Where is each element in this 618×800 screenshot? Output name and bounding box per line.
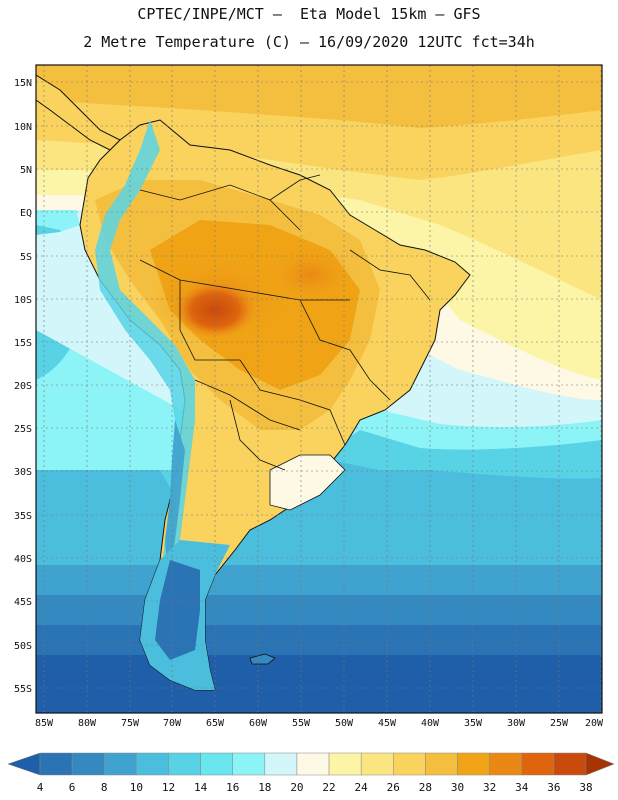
patagonia-cold-zone [155, 560, 200, 660]
colorbar-label: 26 [387, 781, 400, 794]
colorbar-swatch [521, 752, 555, 776]
lat-label: 5N [20, 165, 32, 176]
colorbar-swatch [553, 752, 587, 776]
lat-label: 25S [14, 424, 32, 435]
border-line [139, 184, 301, 231]
colorbar-label: 8 [101, 781, 108, 794]
lat-label: 35S [14, 511, 32, 522]
falkland-islands [249, 653, 276, 665]
lon-label: 50W [335, 718, 354, 729]
map-field [36, 65, 602, 713]
colorbar-labels: 4 6 8 10 12 14 16 18 20 22 24 26 28 30 32 34 36 38 [37, 781, 593, 794]
colorbar-swatch [136, 752, 169, 776]
lat-label: 45S [14, 597, 32, 608]
colorbar-swatch [296, 752, 330, 776]
colorbar-label: 38 [579, 781, 592, 794]
colorbar-swatch [425, 752, 458, 776]
colorbar-arrow-low [7, 752, 41, 776]
colorbar: 4 6 8 10 12 14 16 18 20 22 24 26 28 30 32 34 36 38 [7, 752, 615, 794]
colorbar-label: 34 [515, 781, 529, 794]
map-frame [35, 64, 603, 714]
longitude-labels: 85W 80W 75W 70W 65W 60W 55W 50W 45W 40W … [35, 718, 604, 729]
colorbar-label: 6 [69, 781, 76, 794]
colorbar-swatch [39, 752, 73, 776]
colorbar-swatch [328, 752, 362, 776]
central-america-landmass [36, 74, 121, 151]
lat-label: 15N [14, 78, 32, 89]
colorbar-label: 12 [162, 781, 175, 794]
colorbar-label: 22 [322, 781, 335, 794]
colorbar-label: 10 [130, 781, 143, 794]
colorbar-swatch [360, 752, 394, 776]
hot-zone [265, 245, 355, 305]
colorbar-label: 4 [37, 781, 44, 794]
border-line [179, 280, 240, 361]
lon-label: 80W [78, 718, 97, 729]
map-title: CPTEC/INPE/MCT – Eta Model 15km – GFS [137, 5, 481, 23]
lat-label: 10S [14, 295, 32, 306]
lon-label: 65W [206, 718, 225, 729]
colorbar-label: 20 [290, 781, 303, 794]
colorbar-swatch [168, 752, 201, 776]
colorbar-swatches [7, 752, 615, 776]
colorbar-swatch [71, 752, 105, 776]
lon-label: 25W [550, 718, 569, 729]
colorbar-label: 18 [258, 781, 271, 794]
andes-cold-ridge [165, 420, 185, 580]
lon-label: 70W [163, 718, 182, 729]
colorbar-label: 36 [547, 781, 560, 794]
lon-label: 75W [121, 718, 140, 729]
border-line [229, 399, 286, 471]
colorbar-swatch [232, 752, 266, 776]
colorbar-swatch [200, 752, 233, 776]
lat-label: 40S [14, 554, 32, 565]
colorbar-label: 16 [226, 781, 239, 794]
lat-label: 15S [14, 338, 32, 349]
map-subtitle: 2 Metre Temperature (C) – 16/09/2020 12U… [83, 33, 535, 51]
colorbar-label: 14 [194, 781, 208, 794]
border-line [139, 259, 350, 301]
border-line [349, 249, 431, 301]
lon-label: 35W [464, 718, 483, 729]
colorbar-label: 24 [355, 781, 369, 794]
colorbar-label: 28 [419, 781, 432, 794]
colorbar-arrow-high [585, 752, 615, 776]
border-line [269, 174, 321, 201]
country-borders [139, 174, 431, 471]
colorbar-label: 32 [483, 781, 496, 794]
lat-label: 50S [14, 641, 32, 652]
border-line [194, 379, 301, 431]
colorbar-label: 30 [451, 781, 464, 794]
lon-label: 55W [292, 718, 311, 729]
lon-label: 85W [35, 718, 54, 729]
colorbar-swatch [264, 752, 298, 776]
lon-label: 30W [507, 718, 526, 729]
colorbar-swatch [393, 752, 426, 776]
lon-label: 20W [585, 718, 604, 729]
ocean-band [36, 65, 602, 128]
lon-label: 45W [378, 718, 397, 729]
latitude-labels: 15N 10N 5N EQ 5S 10S 15S 20S 25S 30S 35S… [14, 78, 32, 695]
lat-label: 10N [14, 122, 32, 133]
lat-label: 5S [20, 252, 32, 263]
lat-label: 20S [14, 381, 32, 392]
border-line [299, 299, 391, 401]
lat-label: EQ [20, 208, 32, 219]
lat-label: 30S [14, 467, 32, 478]
lon-label: 60W [249, 718, 268, 729]
colorbar-swatch [103, 752, 137, 776]
uruguay-cool-zone [269, 454, 346, 511]
colorbar-swatch [457, 752, 490, 776]
temperature-map: 15N 10N 5N EQ 5S 10S 15S 20S 25S 30S 35S… [14, 64, 604, 729]
lon-label: 40W [421, 718, 440, 729]
lat-label: 55S [14, 684, 32, 695]
border-line [239, 359, 346, 446]
lat-lon-grid [36, 65, 602, 713]
colorbar-swatch [489, 752, 523, 776]
